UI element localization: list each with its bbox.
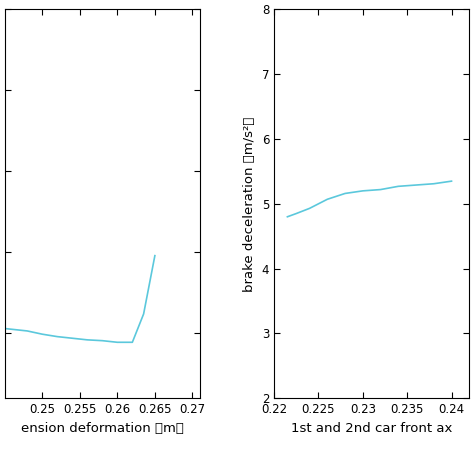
Y-axis label: brake deceleration （m/s²）: brake deceleration （m/s²） [243,116,256,292]
X-axis label: ension deformation （m）: ension deformation （m） [21,421,184,435]
X-axis label: 1st and 2nd car front ax: 1st and 2nd car front ax [291,421,452,435]
